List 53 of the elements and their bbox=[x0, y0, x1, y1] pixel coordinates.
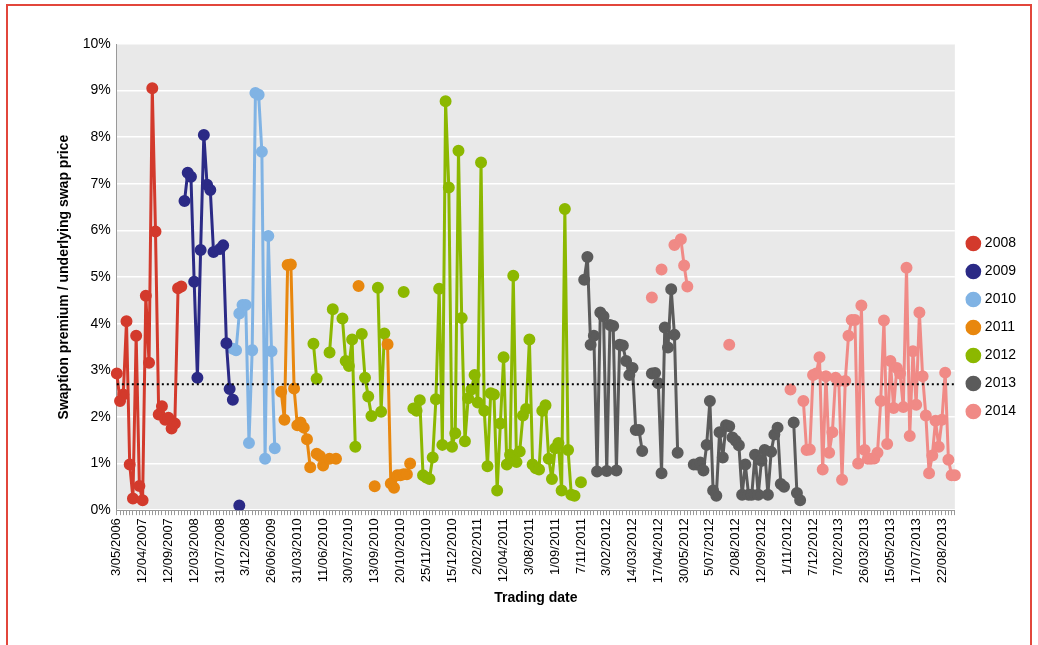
x-tick-label: 3/08/2011 bbox=[520, 518, 536, 576]
y-tick-label: 6% bbox=[90, 221, 111, 238]
x-tick-label: 2/08/2012 bbox=[727, 518, 743, 576]
x-tick-label: 14/03/2012 bbox=[624, 518, 640, 584]
legend-label: 2011 bbox=[984, 318, 1016, 335]
x-tick-label: 30/07/2010 bbox=[340, 518, 356, 584]
x-tick-label: 7/12/2012 bbox=[804, 518, 820, 576]
x-tick-label: 12/09/2012 bbox=[753, 518, 769, 584]
legend-label: 2013 bbox=[984, 374, 1017, 391]
y-tick-label: 5% bbox=[90, 267, 111, 284]
x-tick-label: 31/03/2010 bbox=[288, 518, 304, 584]
y-tick-label: 2% bbox=[90, 407, 111, 424]
x-tick-label: 26/03/2013 bbox=[856, 518, 872, 584]
x-tick-label: 7/11/2011 bbox=[572, 518, 588, 575]
x-tick-label: 15/05/2013 bbox=[881, 518, 897, 584]
y-tick-label: 9% bbox=[90, 81, 111, 98]
x-axis-title: Trading date bbox=[494, 589, 578, 606]
x-tick-label: 30/05/2012 bbox=[675, 518, 691, 584]
y-tick-label: 1% bbox=[90, 454, 111, 471]
x-tick-label: 20/10/2010 bbox=[392, 518, 408, 584]
y-tick-label: 4% bbox=[90, 314, 111, 331]
x-tick-label: 17/07/2013 bbox=[907, 518, 923, 584]
legend-label: 2014 bbox=[984, 402, 1017, 419]
legend-label: 2008 bbox=[984, 234, 1017, 251]
legend-label: 2012 bbox=[984, 346, 1017, 363]
legend-label: 2009 bbox=[984, 262, 1017, 279]
x-tick-label: 31/07/2008 bbox=[211, 518, 227, 584]
x-tick-label: 22/08/2013 bbox=[933, 518, 949, 584]
x-tick-label: 11/06/2010 bbox=[314, 518, 330, 583]
x-tick-label: 1/09/2011 bbox=[546, 518, 562, 576]
x-tick-label: 7/02/2013 bbox=[830, 518, 846, 576]
x-tick-label: 1/11/2012 bbox=[778, 518, 794, 576]
x-tick-label: 12/09/2007 bbox=[159, 518, 175, 584]
x-tick-label: 17/04/2012 bbox=[649, 518, 665, 584]
legend-label: 2010 bbox=[984, 290, 1017, 307]
x-tick-label: 3/12/2008 bbox=[237, 518, 253, 576]
x-tick-label: 26/06/2009 bbox=[263, 518, 279, 584]
x-tick-label: 12/04/2011 bbox=[495, 518, 511, 583]
y-axis-title: Swaption premium / underlying swap price bbox=[55, 134, 72, 420]
x-tick-label: 25/11/2010 bbox=[417, 518, 433, 583]
x-tick-label: 2/02/2011 bbox=[469, 518, 485, 576]
x-tick-label: 12/03/2008 bbox=[185, 518, 201, 584]
y-tick-label: 8% bbox=[90, 128, 111, 145]
y-tick-label: 0% bbox=[90, 501, 111, 517]
x-tick-label: 3/05/2006 bbox=[108, 518, 124, 576]
y-tick-label: 7% bbox=[90, 174, 111, 191]
x-tick-label: 13/09/2010 bbox=[366, 518, 382, 584]
y-tick-label: 10% bbox=[82, 34, 111, 51]
x-tick-label: 15/12/2010 bbox=[443, 518, 459, 584]
y-tick-label: 3% bbox=[90, 361, 111, 378]
x-tick-label: 12/04/2007 bbox=[134, 518, 150, 584]
x-tick-label: 5/07/2012 bbox=[701, 518, 717, 576]
x-tick-label: 3/02/2012 bbox=[598, 518, 614, 576]
